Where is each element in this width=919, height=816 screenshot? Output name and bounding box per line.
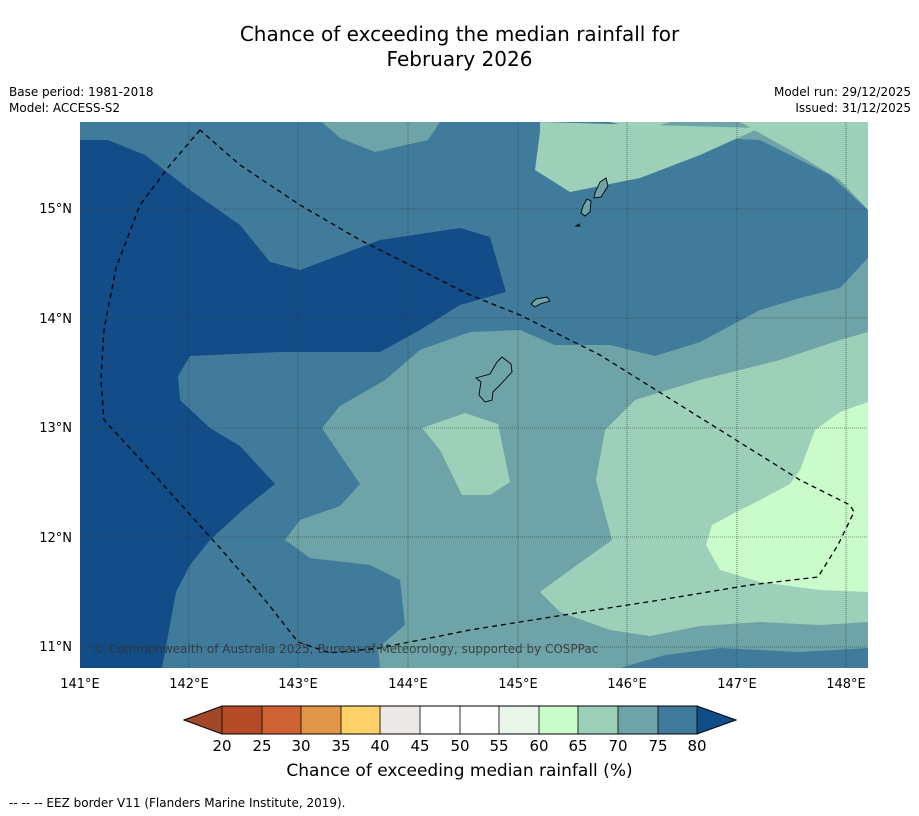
- lon-label: 144°E: [388, 677, 428, 692]
- colorbar-tick: 75: [648, 737, 667, 755]
- colorbar-tick: 65: [568, 737, 587, 755]
- colorbar-tick: 30: [291, 737, 310, 755]
- colorbar: 20 25 30 35 40 45 50 55 60 65 70 75 80: [182, 705, 738, 755]
- graticule: [80, 122, 868, 668]
- contour-65-70-c: [422, 413, 510, 495]
- colorbar-swatch: [658, 706, 697, 734]
- lon-label: 143°E: [278, 677, 318, 692]
- colorbar-tick: 50: [450, 737, 469, 755]
- lon-label: 141°E: [60, 677, 100, 692]
- colorbar-tick: 45: [410, 737, 429, 755]
- lat-label: 14°N: [39, 312, 72, 327]
- colorbar-swatch: [262, 706, 301, 734]
- colorbar-tick: 35: [331, 737, 350, 755]
- colorbar-swatch: [618, 706, 658, 734]
- rota-island: [530, 296, 551, 308]
- eez-border: [100, 129, 855, 654]
- colorbar-swatch: [578, 706, 618, 734]
- colorbar-dividers: [221, 706, 698, 734]
- colorbar-swatch: [380, 706, 420, 734]
- model-run-label: Model run: 29/12/2025: [773, 85, 911, 99]
- lat-label: 12°N: [39, 531, 72, 546]
- colorbar-ticks: 20 25 30 35 40 45 50 55 60 65 70 75 80: [212, 737, 706, 755]
- colorbar-swatch: [301, 706, 341, 734]
- aguijan-island: [574, 223, 581, 227]
- colorbar-swatch: [539, 706, 578, 734]
- lon-label: 148°E: [826, 677, 866, 692]
- rainfall-contours: [80, 122, 868, 668]
- colorbar-under-arrow: [184, 706, 222, 734]
- base-period-label: Base period: 1981-2018: [9, 85, 154, 99]
- colorbar-label: Chance of exceeding median rainfall (%): [286, 761, 633, 781]
- lat-label: 13°N: [39, 421, 72, 436]
- lat-label: 15°N: [39, 202, 72, 217]
- lat-axis: 15°N 14°N 13°N 12°N 11°N: [39, 202, 72, 655]
- lon-label: 142°E: [169, 677, 209, 692]
- guam-island: [475, 356, 513, 403]
- eez-legend: -- -- -- EEZ border V11 (Flanders Marine…: [9, 796, 346, 810]
- meta-left: Base period: 1981-2018 Model: ACCESS-S2: [9, 84, 154, 116]
- colorbar-tick: 70: [608, 737, 627, 755]
- title-line-2: February 2026: [386, 47, 533, 71]
- colorbar-tick: 20: [212, 737, 231, 755]
- tinian-island: [580, 198, 592, 217]
- colorbar-tick: 25: [252, 737, 271, 755]
- colorbar-swatch: [222, 706, 262, 734]
- model-label: Model: ACCESS-S2: [9, 101, 121, 115]
- colorbar-tick: 55: [489, 737, 508, 755]
- lon-axis: 141°E 142°E 143°E 144°E 145°E 146°E 147°…: [60, 677, 866, 692]
- lon-label: 145°E: [498, 677, 538, 692]
- lon-label: 147°E: [717, 677, 757, 692]
- islands: [475, 177, 609, 403]
- contour-60-65: [706, 402, 868, 592]
- lat-label: 11°N: [39, 640, 72, 655]
- colorbar-swatch: [420, 706, 460, 734]
- title-line-1: Chance of exceeding the median rainfall …: [239, 22, 680, 46]
- contour-65-70: [532, 122, 868, 210]
- colorbar-swatch: [499, 706, 539, 734]
- colorbar-swatch: [460, 706, 499, 734]
- contour-65-70-b: [535, 122, 760, 192]
- colorbar-tick: 80: [687, 737, 706, 755]
- colorbar-swatch: [341, 706, 380, 734]
- copyright-text: © Commonwealth of Australia 2025, Bureau…: [93, 642, 598, 656]
- colorbar-outline: [182, 705, 738, 735]
- colorbar-tick: 60: [529, 737, 548, 755]
- colorbar-over-arrow: [697, 706, 736, 734]
- saipan-island: [593, 177, 609, 199]
- contour-over-80: [80, 140, 506, 668]
- meta-right: Model run: 29/12/2025 Issued: 31/12/2025: [774, 84, 911, 116]
- issued-label: Issued: 31/12/2025: [795, 101, 911, 115]
- lon-label: 146°E: [607, 677, 647, 692]
- map-title: Chance of exceeding the median rainfall …: [0, 22, 919, 72]
- colorbar-tick: 40: [370, 737, 389, 755]
